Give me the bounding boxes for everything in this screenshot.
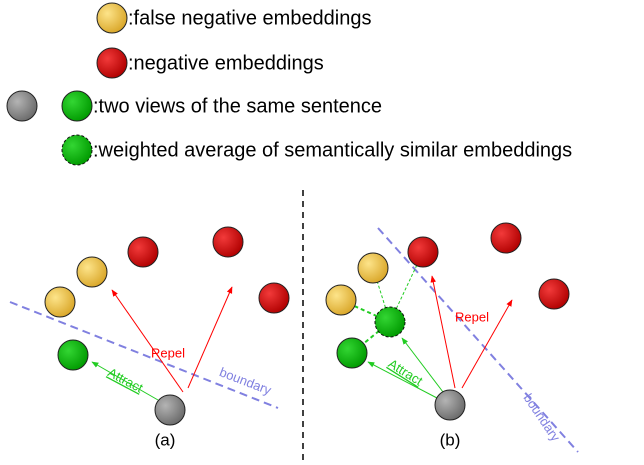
legend-text: :negative embeddings	[128, 52, 324, 74]
boundary-label: boundary	[217, 364, 273, 398]
legend: :false negative embeddings :negative emb…	[6, 2, 572, 166]
legend-icon	[96, 47, 128, 79]
repel-arrow	[111, 289, 184, 393]
legend-icon	[6, 90, 38, 122]
legend-icon	[96, 2, 128, 34]
negative	[490, 222, 522, 254]
false-negative	[325, 284, 357, 316]
legend-text: :weighted average of semantically simila…	[93, 139, 572, 161]
attract-arrow	[401, 337, 444, 393]
anchor	[434, 389, 466, 421]
attract-arrow	[91, 361, 159, 401]
negative	[538, 278, 570, 310]
negative	[407, 236, 439, 268]
attract-label: Attract	[105, 365, 146, 396]
false-negative	[76, 256, 108, 288]
repel-label: Repel	[455, 309, 489, 324]
false-negative	[44, 286, 76, 318]
positive	[57, 339, 89, 371]
anchor	[154, 394, 186, 426]
boundary-line	[377, 227, 579, 453]
caption: (b)	[440, 430, 461, 449]
legend-icon	[61, 90, 93, 122]
boundary-label: boundary	[521, 391, 564, 445]
panel-b: Repel Attract boundary (b)	[325, 222, 579, 453]
repel-label: Repel	[151, 345, 185, 360]
boundary-line	[9, 301, 279, 409]
repel-arrow	[187, 286, 233, 389]
weighted-average	[374, 306, 406, 338]
positive	[336, 337, 368, 369]
legend-text: :false negative embeddings	[128, 7, 372, 29]
legend-text: :two views of the same sentence	[93, 95, 382, 117]
negative	[127, 236, 159, 268]
panel-a: Repel Attract boundary (a)	[9, 226, 290, 449]
negative	[258, 282, 290, 314]
attract-arrow	[367, 361, 438, 399]
repel-arrow	[461, 299, 513, 389]
negative	[212, 226, 244, 258]
repel-arrow	[430, 275, 456, 389]
caption: (a)	[155, 430, 176, 449]
false-negative	[357, 252, 389, 284]
legend-icon	[61, 134, 93, 166]
